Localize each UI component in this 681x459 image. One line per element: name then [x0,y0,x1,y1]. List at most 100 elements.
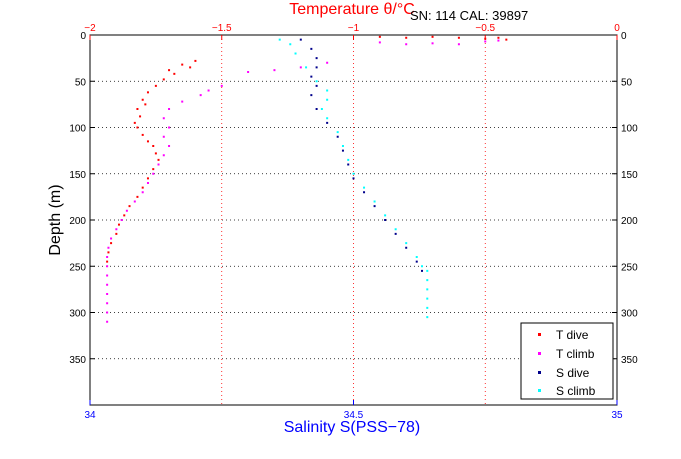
legend-label-t-climb: T climb [556,347,595,361]
data-point-t-dive [141,98,144,101]
data-point-s-dive [415,260,418,263]
data-point-t-dive [505,38,508,41]
data-point-s-dive [310,75,313,78]
y-tick-label-right: 300 [621,309,638,320]
data-point-t-climb [457,43,460,46]
data-point-t-climb [326,61,329,64]
y-tick-label-right: 350 [621,355,638,366]
data-point-t-climb [110,237,113,240]
data-point-t-dive [152,168,155,171]
temperature-tick-label: −0.5 [475,23,495,34]
x-axis-label-salinity: Salinity S(PSS−78) [284,419,421,436]
legend-label-t-dive: T dive [556,328,589,342]
data-point-s-dive [421,269,424,272]
legend-marker-t-climb [538,352,541,355]
data-point-s-climb [373,200,376,203]
data-point-t-dive [189,66,192,69]
data-point-s-dive [384,219,387,221]
data-point-s-dive [336,135,339,138]
data-point-s-climb [347,158,350,161]
temperature-tick-label: −1.5 [212,23,232,34]
salinity-tick-label: 34.5 [344,410,364,421]
y-tick-label-left: 200 [69,216,86,227]
data-point-t-climb [106,311,109,314]
salinity-tick-label: 35 [611,410,623,421]
data-point-t-climb [220,84,223,87]
data-point-s-climb [405,242,408,245]
data-point-t-dive [110,242,113,245]
data-point-s-climb [326,117,329,120]
data-point-s-dive [341,149,344,152]
data-point-t-climb [106,256,109,258]
legend-marker-s-dive [538,371,541,374]
y-tick-label-left: 150 [69,170,86,181]
data-point-t-dive [173,72,176,75]
data-point-t-climb [106,283,109,286]
data-point-t-climb [106,265,109,268]
data-point-s-dive [315,84,318,87]
data-point-t-dive [154,84,157,87]
data-point-t-dive [181,63,184,66]
data-point-s-dive [405,246,408,249]
temperature-tick-label: −1 [348,23,360,34]
y-tick-label-left: 300 [69,309,86,320]
data-point-s-climb [341,145,344,147]
data-point-s-climb [294,52,297,55]
y-tick-label-right: 200 [621,216,638,227]
data-point-t-dive [194,59,197,62]
data-point-s-climb [384,214,387,217]
data-point-t-climb [106,274,109,277]
data-point-s-dive [347,163,350,166]
data-point-s-dive [326,121,329,124]
y-tick-label-right: 250 [621,262,638,273]
data-point-t-dive [133,121,136,124]
data-point-s-climb [421,265,424,268]
legend-marker-s-climb [538,389,541,392]
data-point-t-dive [378,35,381,38]
temperature-tick-label: −2 [84,23,96,34]
data-point-s-dive [315,57,318,60]
legend-label-s-dive: S dive [556,366,590,380]
legend-entry-t-climb: T climb [538,347,595,361]
data-point-t-dive [144,103,147,106]
data-point-t-dive [106,260,109,263]
data-point-t-climb [273,69,276,72]
data-point-t-climb [115,228,118,231]
legend-entry-s-dive: S dive [538,366,590,380]
data-point-t-climb [431,42,434,45]
y-axis-label: Depth (m) [47,184,64,255]
data-point-t-dive [136,108,139,110]
data-point-s-climb [426,316,429,319]
y-tick-label-left: 350 [69,355,86,366]
data-point-s-dive [315,108,318,110]
y-tick-label-right: 100 [621,124,638,135]
data-point-t-climb [152,172,155,175]
y-tick-label-left: 0 [80,31,86,42]
data-point-s-dive [363,191,366,194]
data-point-t-dive [162,78,165,81]
data-point-t-dive [152,145,155,147]
data-point-t-dive [115,232,118,235]
data-point-t-climb [106,302,109,305]
data-point-t-climb [199,94,202,97]
legend-label-s-climb: S climb [556,384,596,398]
data-point-s-climb [336,131,339,134]
data-point-t-dive [117,223,120,226]
data-point-t-climb [207,89,210,92]
data-point-s-climb [426,297,429,300]
data-point-s-dive [315,66,318,69]
data-point-t-dive [497,36,500,39]
data-point-s-climb [426,269,429,272]
data-point-t-dive [136,195,139,198]
data-point-t-dive [128,205,131,208]
chart-title: Temperature θ/°C [289,1,415,18]
salinity-tick-label: 34 [84,410,96,421]
points-layer [106,35,508,323]
data-point-t-climb [162,154,165,157]
data-point-t-climb [299,66,302,69]
data-point-t-climb [146,182,149,184]
data-point-t-climb [106,293,109,295]
data-point-s-climb [426,288,429,291]
data-point-t-climb [484,40,487,43]
